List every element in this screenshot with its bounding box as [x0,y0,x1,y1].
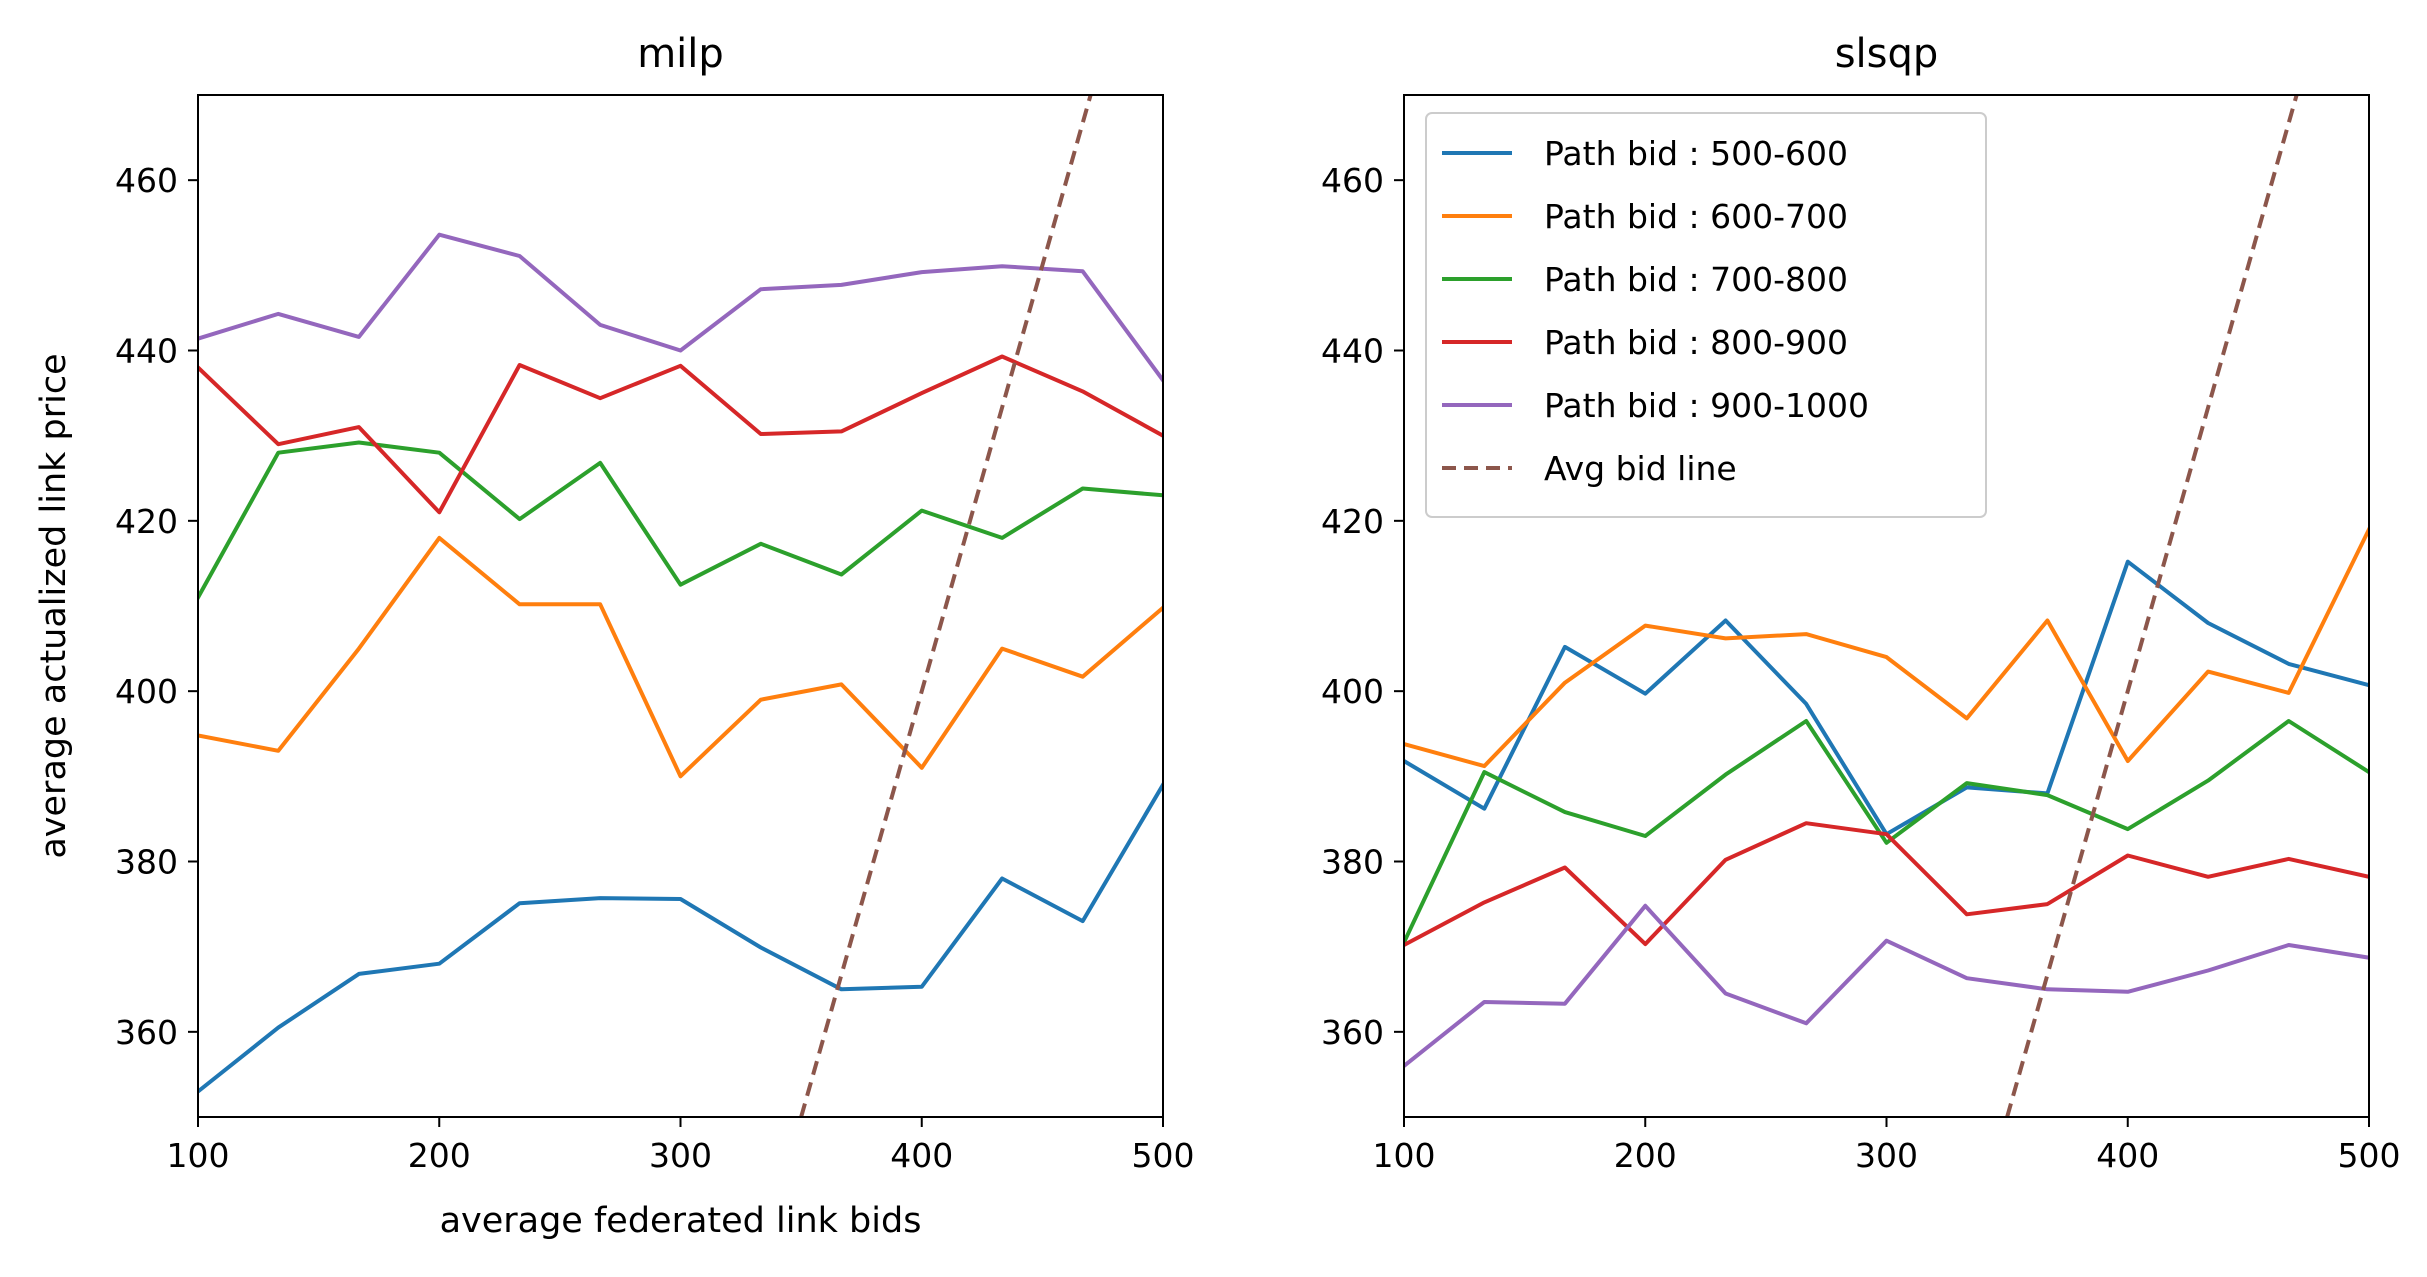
series-line-5 [1404,903,2369,1069]
x-tick-label: 100 [1373,1136,1436,1175]
y-tick-label: 460 [115,161,178,200]
avg-bid-line [799,95,1093,1117]
series-line-2 [1404,526,2369,769]
x-tick-label: 200 [1614,1136,1677,1175]
y-tick-label: 380 [115,843,178,882]
legend-entry-label: Path bid : 900-1000 [1544,386,1869,425]
legend-entry-label: Path bid : 600-700 [1544,197,1848,236]
x-tick-label: 500 [1132,1136,1195,1175]
series-line-4 [1404,821,2369,948]
x-tick-label: 300 [1855,1136,1918,1175]
legend: Path bid : 500-600 Path bid : 600-700 Path… [1425,112,1987,518]
x-tick-label: 300 [649,1136,712,1175]
avg-bid-line [2005,95,2299,1117]
x-tick-label: 200 [408,1136,471,1175]
legend-entry-label: Path bid : 500-600 [1544,134,1848,173]
y-tick-label: 400 [1321,672,1384,711]
x-tick-label: 500 [2338,1136,2401,1175]
y-tick-label: 460 [1321,161,1384,200]
x-tick-label: 100 [167,1136,230,1175]
plot-area [198,95,1163,1117]
series-line-3 [1404,719,2369,946]
series-line-3 [198,440,1163,601]
x-tick-label: 400 [2096,1136,2159,1175]
legend-entry-label: Path bid : 700-800 [1544,260,1848,299]
series-line-5 [198,232,1163,384]
y-tick-label: 360 [115,1013,178,1052]
axes-frame [1403,94,2370,1118]
plot-area [1404,95,2369,1117]
legend-entry-label: Avg bid line [1544,449,1737,488]
series-line-2 [198,535,1163,779]
chart-title: milp [637,31,724,77]
y-tick-label: 380 [1321,843,1384,882]
chart-title: slsqp [1835,31,1939,77]
y-tick-label: 440 [115,332,178,371]
series-line-4 [198,354,1163,515]
y-tick-label: 440 [1321,332,1384,371]
x-tick-label: 400 [890,1136,953,1175]
y-tick-label: 420 [1321,502,1384,541]
y-tick-label: 400 [115,672,178,711]
legend-box [1425,112,1987,518]
y-tick-label: 360 [1321,1013,1384,1052]
axes-frame [197,94,1164,1118]
series-line-1 [198,782,1163,1095]
milp-panel: milp 100 200 300 400 500 360 380 400 420 440 460 ave… [34,31,1195,1241]
slsqp-panel: slsqp 100 200 300 400 500 360 380 400 420 440 460 Pa… [1321,31,2401,1175]
legend-entry-label: Path bid : 800-900 [1544,323,1848,362]
y-axis-label: average actualized link price [34,353,74,858]
y-tick-label: 420 [115,502,178,541]
x-axis-label: average federated link bids [440,1201,922,1241]
